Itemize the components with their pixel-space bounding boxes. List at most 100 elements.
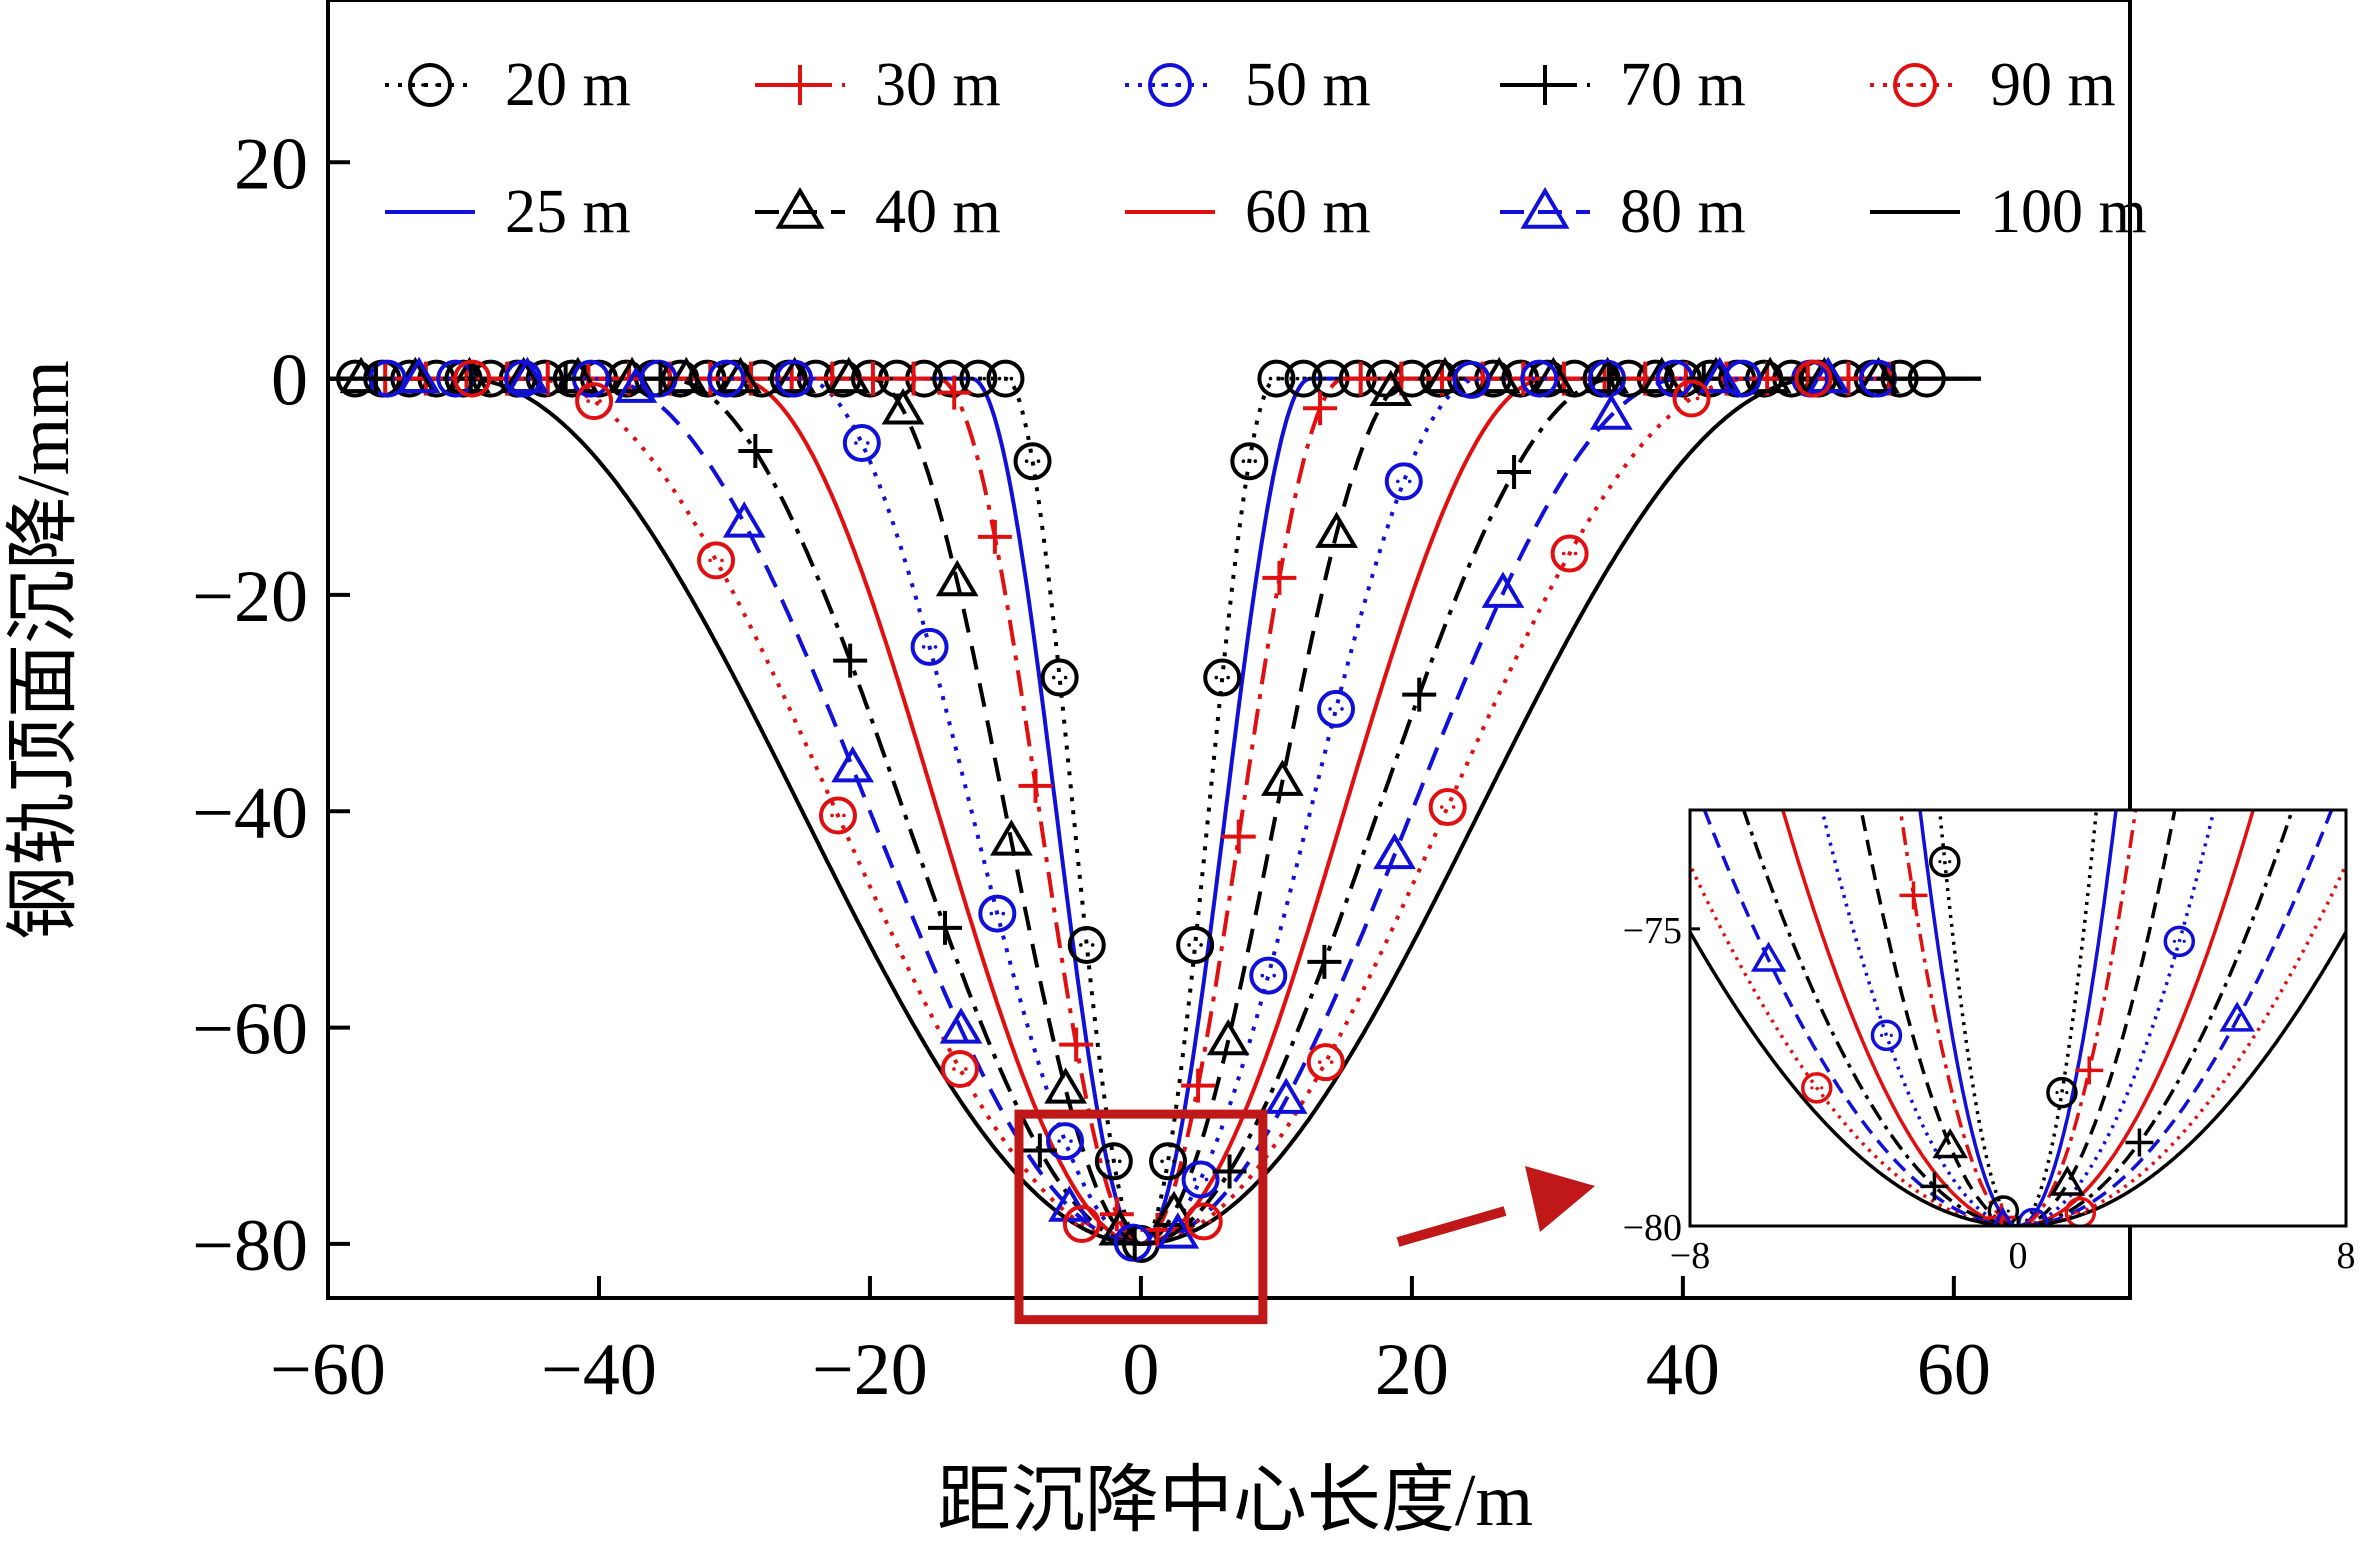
marker-70m [358,361,393,396]
inset-x-tick-label: 0 [2009,1235,2028,1277]
marker-70m [1212,1154,1247,1189]
marker-80m [1481,571,1525,608]
marker-80m [831,746,874,783]
marker-20m [1284,359,1323,398]
legend-label: 60 m [1245,178,1371,246]
legend-marker-30m [780,65,820,105]
legend-label: 90 m [1990,51,2116,119]
inset-marker-50m [2163,925,2196,958]
marker-30m [1181,1068,1216,1103]
marker-20m [1040,658,1079,697]
marker-50m [842,424,881,463]
marker-90m [940,1049,979,1088]
inset-markers [1750,845,2255,1226]
legend-label: 50 m [1245,51,1371,119]
marker-20m [932,359,971,398]
x-tick-label: 20 [1375,1329,1449,1411]
marker-70m [1022,1133,1057,1168]
legend-label: 20 m [505,51,631,119]
marker-90m [1428,788,1467,827]
legend-item-100m: 100 m [1870,178,2147,246]
legend-label: 80 m [1620,178,1746,246]
legend-item-80m: 80 m [1500,178,1746,246]
marker-20m [1013,442,1052,481]
legend-item-30m: 30 m [755,51,1001,119]
legend-item-50m: 50 m [1125,51,1371,119]
legend-marker-20m [408,63,452,107]
marker-50m [1317,689,1356,728]
marker-40m [773,356,816,394]
x-tick-label: 60 [1917,1329,1991,1411]
inset-marker-30m [2075,1056,2104,1085]
legend-marker-90m [1893,63,1937,107]
marker-40m [881,388,925,425]
marker-50m [1181,1160,1220,1199]
marker-80m [397,356,441,394]
marker-50m [775,359,814,398]
marker-30m [1221,819,1256,854]
y-tick-label: −20 [192,556,308,638]
inset-series-line-80m [1702,810,2334,1226]
marker-50m [1520,359,1559,398]
zoom-arrow [1396,1166,1595,1247]
marker-90m [1550,534,1589,573]
marker-90m [1794,359,1833,398]
inset-marker-70m [1920,1172,1949,1201]
inset-marker-30m [1899,881,1928,910]
legend-marker-80m [1520,187,1570,229]
marker-90m [1062,1205,1101,1244]
inset-series-line-100m [1690,928,2346,1226]
inset-y-tick-label: −75 [1623,910,1682,952]
inset-marker-40m [1932,1128,1968,1159]
marker-40m [827,356,871,394]
marker-70m [1591,361,1626,396]
marker-70m [1402,677,1437,712]
marker-30m [977,519,1012,554]
marker-30m [1303,391,1338,426]
y-tick-label: −60 [192,989,308,1071]
marker-90m [453,359,492,398]
legend-item-90m: 90 m [1870,51,2116,119]
legend-item-60m: 60 m [1125,178,1371,246]
inset-curves [1690,810,2346,1226]
marker-90m [1672,379,1711,418]
marker-80m [1048,1185,1091,1222]
inset-marker-80m [1991,1206,2015,1226]
legend-marker-40m [775,187,825,229]
zoom-highlight-box [1014,1109,1268,1325]
legend-marker-50m [1148,63,1192,107]
legend-label: 70 m [1620,51,1746,119]
marker-50m [910,627,949,666]
marker-20m [959,359,998,398]
inset-zoom: −8 0 8−75−80 [1623,808,2356,1277]
inset-frame-bg [1690,810,2346,1226]
marker-70m [738,434,773,469]
marker-40m [1206,1018,1250,1056]
legend-label: 30 m [875,51,1001,119]
x-tick-label: −20 [812,1329,928,1411]
y-axis-ticks: 20 0 −20 −40 −60 −80 [192,123,350,1287]
inset-marker-80m [2219,1001,2255,1032]
x-tick-label: 0 [1122,1329,1159,1411]
marker-50m [978,894,1017,933]
legend-label: 25 m [505,178,631,246]
marker-30m [1018,768,1053,803]
inset-marker-90m [1801,1072,1833,1104]
marker-70m [833,643,868,678]
marker-20m [986,359,1025,398]
inset-marker-70m [2125,1128,2154,1157]
marker-30m [896,361,931,396]
marker-80m [1156,1212,1200,1249]
inset-marker-80m [1750,941,1787,972]
y-tick-label: −80 [192,1205,308,1287]
marker-50m [1723,359,1762,398]
x-tick-label: −60 [270,1329,386,1411]
x-axis-title: 距沉降中心长度/m [937,1460,1533,1542]
inset-marker-50m [1870,1019,1903,1052]
marker-70m [1307,944,1342,979]
marker-90m [697,541,736,580]
inset-ticks: −8 0 8−75−80 [1623,910,2356,1277]
y-axis-title: 钢轨顶面沉降/mm [3,360,85,940]
marker-80m [939,1007,983,1044]
